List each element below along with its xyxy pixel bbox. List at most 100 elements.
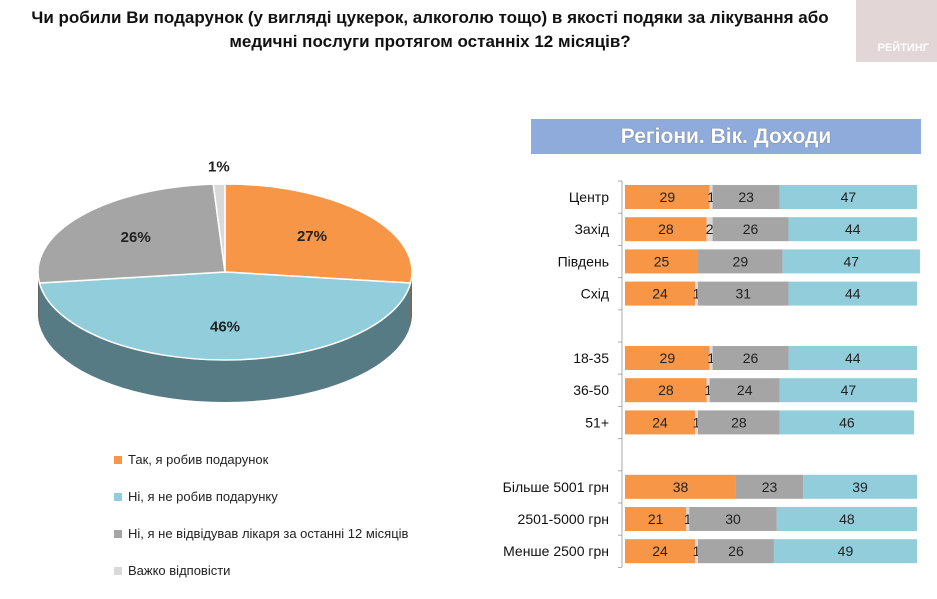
bar-segment: [706, 378, 710, 403]
logo-text: РЕЙТИНГ: [877, 42, 929, 54]
pie-slice: [224, 183, 413, 284]
legend-item: Ні, я не відвідував лікаря за останні 12…: [114, 526, 408, 541]
bar-segment: [698, 249, 783, 274]
bar-segment: [709, 185, 713, 209]
legend-label: Ні, я не робив подарунку: [128, 489, 278, 504]
bar-segment: [779, 378, 917, 403]
category-label: Менше 2500 грн: [503, 543, 609, 559]
bar-segment: [625, 249, 698, 274]
bar-value-label: 21: [648, 511, 664, 527]
legend-item: Так, я робив подарунок: [114, 452, 268, 467]
category-label: Південь: [558, 253, 609, 269]
bar-value-label: 47: [844, 253, 860, 269]
bar-value-label: 1: [704, 382, 712, 398]
rating-logo: РЕЙТИНГ: [856, 0, 937, 62]
legend-item: Ні, я не робив подарунку: [114, 489, 278, 504]
bar-segment: [735, 474, 804, 499]
category-label: Центр: [569, 189, 609, 205]
title-line-1: Чи робили Ви подарунок (у вигляді цукеро…: [31, 8, 829, 27]
bar-segment: [695, 410, 698, 435]
bar-value-label: 1: [693, 414, 701, 430]
bar-value-label: 28: [658, 382, 674, 398]
pie-slice: [38, 271, 412, 361]
bar-segment: [686, 507, 690, 531]
bar-value-label: 24: [652, 543, 668, 559]
bar-segment: [698, 281, 789, 306]
category-label: 2501-5000 грн: [518, 511, 609, 527]
bar-segment: [788, 346, 917, 370]
bar-value-label: 29: [660, 350, 676, 366]
bar-segment: [773, 539, 917, 564]
bar-segment: [625, 185, 710, 209]
bar-segment: [712, 217, 789, 242]
bar-segment: [625, 217, 707, 242]
bar-segment: [782, 249, 920, 274]
bar-value-label: 23: [762, 479, 778, 495]
legend-label: Важко відповісти: [128, 563, 231, 578]
category-label: Захід: [574, 221, 609, 237]
bar-segment: [706, 217, 713, 242]
bar-segment: [803, 474, 917, 499]
pie-side-0: [410, 272, 412, 326]
bar-value-label: 44: [845, 286, 861, 302]
pie-data-label: 27%: [297, 228, 327, 245]
bar-segment: [625, 474, 736, 499]
bar-value-label: 29: [660, 189, 676, 205]
bar-segment: [788, 281, 917, 306]
pie-side-2: [38, 272, 40, 326]
chart-title: Чи робили Ви подарунок (у вигляді цукеро…: [0, 6, 860, 54]
bar-segment: [625, 378, 707, 403]
bar-value-label: 44: [845, 221, 861, 237]
title-line-2: медичні послуги протягом останніх 12 міс…: [229, 32, 631, 51]
bar-segment: [776, 507, 917, 531]
bar-value-label: 26: [743, 221, 759, 237]
pie-data-label: 26%: [121, 229, 151, 246]
bar-value-label: 38: [673, 479, 689, 495]
bar-value-label: 24: [737, 382, 753, 398]
section-banner: Регіони. Вік. Доходи: [531, 119, 921, 154]
bar-segment: [689, 507, 777, 531]
bar-segment: [698, 539, 774, 564]
bar-value-label: 1: [707, 350, 715, 366]
category-label: 18-35: [573, 350, 609, 366]
bar-segment: [712, 185, 780, 209]
bar-value-label: 1: [693, 543, 701, 559]
bar-segment: [625, 410, 696, 435]
legend-label: Так, я робив подарунок: [128, 452, 269, 467]
pie-data-label: 1%: [208, 159, 230, 176]
legend-item: Важко відповісти: [114, 563, 230, 578]
category-label: Більше 5001 грн: [503, 479, 609, 495]
bar-value-label: 2: [706, 221, 714, 237]
legend-swatch: [114, 455, 122, 464]
bar-segment: [712, 346, 789, 370]
bar-value-label: 46: [839, 414, 855, 430]
bar-value-label: 30: [725, 511, 741, 527]
bar-value-label: 26: [728, 543, 744, 559]
bar-value-label: 28: [658, 221, 674, 237]
bar-segment: [788, 217, 917, 242]
bar-value-label: 47: [841, 189, 857, 205]
bar-segment: [625, 539, 696, 564]
bar-segment: [695, 539, 698, 564]
bar-segment: [695, 281, 698, 306]
bar-value-label: 49: [838, 543, 854, 559]
bar-segment: [698, 410, 780, 435]
pie-data-label: 46%: [210, 319, 240, 336]
bar-value-label: 39: [852, 479, 868, 495]
legend-swatch: [114, 492, 122, 501]
bar-value-label: 24: [652, 414, 668, 430]
category-label: 51+: [585, 414, 609, 430]
bar-value-label: 31: [735, 286, 751, 302]
bar-segment: [625, 507, 687, 531]
category-label: 36-50: [573, 382, 609, 398]
bar-value-label: 48: [839, 511, 855, 527]
bar-segment: [709, 346, 713, 370]
bar-segment: [709, 378, 780, 403]
bar-value-label: 1: [693, 286, 701, 302]
bar-segment: [779, 410, 915, 435]
pie-side-1: [39, 283, 411, 402]
pie-slice: [37, 183, 226, 284]
bar-value-label: 25: [654, 253, 670, 269]
bar-value-label: 26: [743, 350, 759, 366]
